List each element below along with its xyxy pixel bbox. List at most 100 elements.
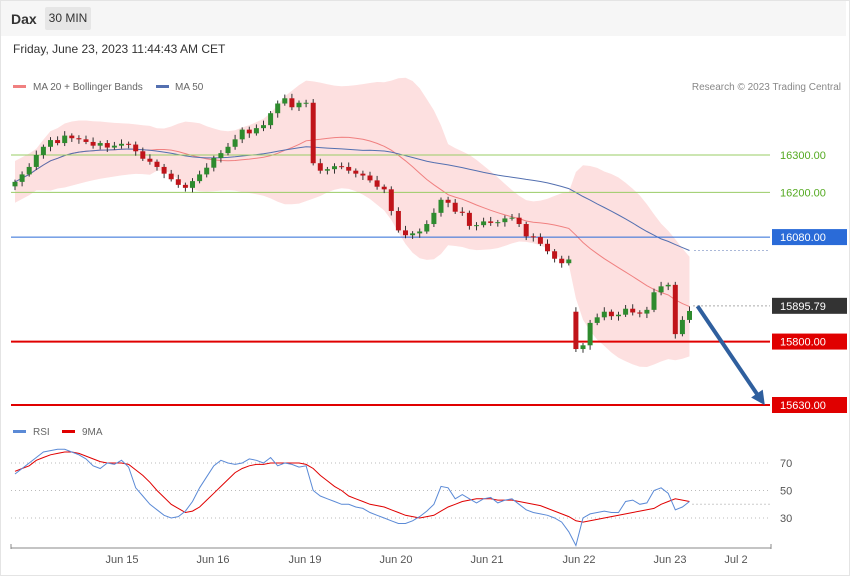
candle-body bbox=[424, 224, 430, 232]
candle-body bbox=[204, 167, 210, 175]
candle-body bbox=[445, 199, 451, 203]
candle-body bbox=[268, 113, 274, 126]
candles bbox=[12, 93, 692, 353]
pivot-tag bbox=[772, 229, 847, 246]
timeframe-button[interactable]: 30 MIN bbox=[45, 7, 91, 30]
candle-body bbox=[644, 309, 650, 314]
candle-body bbox=[637, 312, 643, 314]
resistance-label: 16300.00 bbox=[780, 150, 826, 162]
pivot-label: 16080.00 bbox=[780, 232, 826, 244]
candle-body bbox=[197, 174, 203, 182]
candle-body bbox=[211, 157, 217, 168]
candle-body bbox=[62, 135, 68, 144]
candle-body bbox=[12, 181, 18, 187]
rsi-9ma-line bbox=[14, 451, 690, 523]
current-price-tag bbox=[772, 297, 847, 314]
candle-body bbox=[651, 292, 657, 310]
candle-body bbox=[594, 317, 600, 323]
candle-body bbox=[19, 174, 25, 182]
candle-body bbox=[104, 143, 110, 148]
support-tag bbox=[772, 333, 847, 350]
candle-body bbox=[133, 144, 139, 152]
candle-body bbox=[616, 314, 621, 317]
candle-body bbox=[665, 284, 671, 287]
candle-body bbox=[481, 221, 487, 226]
candle-body bbox=[182, 184, 188, 188]
bollinger-band-area bbox=[15, 77, 690, 367]
ma50-line bbox=[14, 146, 690, 251]
ma50-legend-swatch bbox=[156, 85, 169, 88]
candle-body bbox=[502, 218, 508, 223]
candle-body bbox=[601, 311, 607, 318]
rsi-panel: 70 50 30 bbox=[11, 448, 792, 547]
candle-body bbox=[97, 143, 103, 146]
bollinger-band bbox=[15, 77, 690, 367]
candle-body bbox=[119, 143, 124, 146]
candle-body bbox=[353, 170, 359, 174]
candle-body bbox=[552, 251, 558, 259]
candle-body bbox=[190, 181, 195, 188]
candle-body bbox=[161, 166, 167, 174]
candle-body bbox=[126, 143, 132, 145]
x-tick-label: Jun 22 bbox=[562, 554, 595, 566]
candle-body bbox=[367, 175, 373, 181]
candle-body bbox=[545, 243, 550, 252]
candle-body bbox=[459, 211, 465, 213]
candle-body bbox=[438, 199, 444, 213]
rsi-tick-label: 30 bbox=[780, 513, 792, 525]
support-tag bbox=[772, 397, 847, 413]
candle-body bbox=[374, 180, 380, 187]
candle-body bbox=[83, 139, 89, 142]
current-price-label: 15895.79 bbox=[780, 301, 826, 313]
candle-body bbox=[679, 319, 685, 335]
candle-body bbox=[69, 135, 75, 139]
moving-averages bbox=[14, 136, 770, 308]
x-tick-label: Jun 19 bbox=[288, 554, 321, 566]
candle-body bbox=[310, 102, 316, 164]
candle-body bbox=[360, 173, 366, 176]
candle-body bbox=[474, 225, 479, 227]
candle-body bbox=[339, 166, 345, 168]
legend-9ma: 9MA bbox=[82, 427, 103, 438]
x-tick-label: Jun 23 bbox=[653, 554, 686, 566]
candle-body bbox=[452, 202, 458, 212]
toolbar bbox=[1, 1, 846, 36]
candle-body bbox=[537, 237, 543, 244]
candle-body bbox=[403, 230, 408, 236]
candle-body bbox=[495, 222, 501, 224]
rsi-line bbox=[14, 448, 690, 547]
candle-body bbox=[687, 310, 692, 320]
candle-body bbox=[218, 153, 224, 158]
candle-body bbox=[55, 140, 61, 144]
candle-body bbox=[395, 210, 401, 231]
candle-body bbox=[76, 138, 82, 140]
candle-body bbox=[261, 125, 266, 129]
candle-body bbox=[140, 151, 146, 159]
legend-rsi: RSI bbox=[33, 427, 50, 438]
ma9-legend-swatch bbox=[62, 430, 75, 433]
candle-body bbox=[410, 233, 416, 236]
rsi-tick-label: 50 bbox=[780, 486, 792, 498]
candle-body bbox=[573, 311, 579, 350]
forecast-arrow bbox=[695, 304, 765, 406]
candle-body bbox=[246, 129, 252, 134]
ma20-legend-swatch bbox=[13, 85, 26, 88]
timestamp: Friday, June 23, 2023 11:44:43 AM CET bbox=[13, 42, 226, 56]
x-axis: Jun 15 Jun 16 Jun 19 Jun 20 Jun 21 Jun 22 Jun … bbox=[10, 544, 772, 566]
candle-body bbox=[623, 308, 629, 315]
candle-body bbox=[346, 166, 352, 171]
candle-body bbox=[324, 169, 330, 171]
candle-body bbox=[239, 129, 245, 140]
price-levels: 16300.00 16200.00 16080.00 15895.79 15800.00… bbox=[11, 150, 847, 413]
candle-body bbox=[253, 128, 259, 134]
candle-body bbox=[630, 308, 636, 313]
candle-body bbox=[431, 212, 437, 225]
candle-body bbox=[672, 284, 678, 335]
candle-body bbox=[40, 146, 46, 155]
candle-body bbox=[289, 98, 295, 108]
candle-body bbox=[168, 173, 174, 180]
candle-body bbox=[26, 166, 32, 175]
legend-ma50: MA 50 bbox=[175, 82, 204, 93]
forecast-arrow-head bbox=[751, 389, 765, 406]
